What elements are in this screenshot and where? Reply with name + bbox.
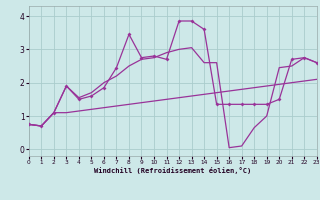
X-axis label: Windchill (Refroidissement éolien,°C): Windchill (Refroidissement éolien,°C) [94,167,252,174]
